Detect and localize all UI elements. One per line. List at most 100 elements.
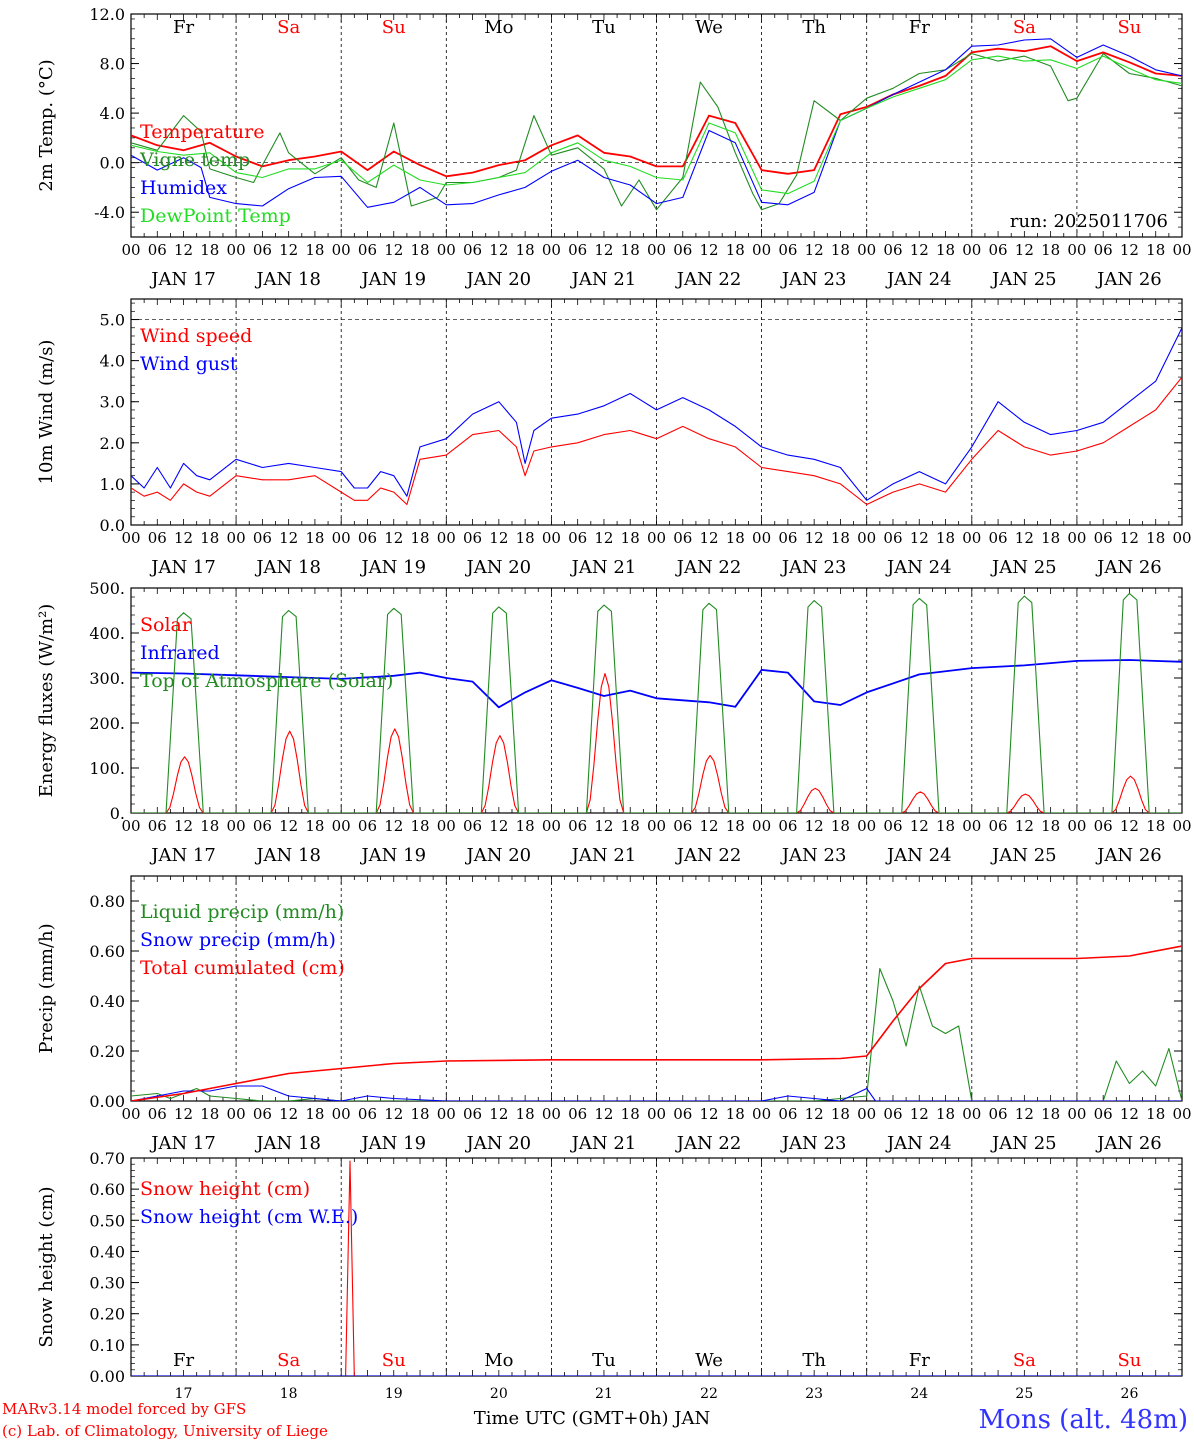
- hour-tick-label: 06: [1094, 817, 1113, 835]
- hour-tick-label: 00: [121, 1105, 140, 1123]
- y-tick-label: 5.0: [100, 311, 125, 330]
- hour-tick-label: 06: [673, 1105, 692, 1123]
- hour-tick-label: 18: [200, 817, 219, 835]
- hour-tick-label: 00: [752, 241, 771, 259]
- hour-tick-label: 06: [568, 241, 587, 259]
- series-group: [131, 38, 1182, 211]
- day-number-label: 18: [280, 1386, 298, 1402]
- day-of-week-label: Fr: [173, 17, 194, 38]
- hour-tick-label: 00: [647, 817, 666, 835]
- y-tick-label: 0.80: [89, 892, 125, 911]
- y-tick-label: 4.0: [100, 352, 125, 371]
- hour-tick-label: 18: [831, 817, 850, 835]
- hour-tick-label: 18: [1041, 241, 1060, 259]
- date-label: JAN 26: [1095, 557, 1162, 578]
- series-line-top-of-atmosphere-solar-: [131, 592, 1182, 813]
- hour-tick-label: 12: [594, 529, 613, 547]
- y-axis-label: Precip (mm/h): [36, 923, 57, 1053]
- legend-entry: Solar: [140, 614, 192, 636]
- day-of-week-label: Su: [382, 1350, 406, 1371]
- hour-tick-label: 18: [410, 529, 429, 547]
- hour-tick-label: 18: [516, 241, 535, 259]
- hour-tick-label: 06: [989, 241, 1008, 259]
- y-axis-label: 10m Wind (m/s): [36, 340, 57, 485]
- hour-tick-label: 06: [1094, 1105, 1113, 1123]
- hour-tick-label: 12: [174, 529, 193, 547]
- hour-tick-label: 00: [962, 241, 981, 259]
- hour-tick-label: 12: [384, 241, 403, 259]
- hour-tick-label: 00: [962, 1105, 981, 1123]
- legend-entry: Humidex: [140, 177, 227, 199]
- hour-tick-label: 06: [358, 529, 377, 547]
- hour-tick-label: 18: [516, 1105, 535, 1123]
- day-of-week-label: We: [695, 17, 723, 38]
- date-label: JAN 26: [1095, 269, 1162, 290]
- date-label: JAN 17: [149, 845, 216, 866]
- hour-tick-label: 12: [910, 1105, 929, 1123]
- hour-tick-label: 00: [227, 529, 246, 547]
- panel-precipitation: 0.00 0.20 0.40 0.60 0.80 Precip (mm/h) 00 06 12 1…: [36, 875, 1192, 1154]
- hour-tick-label: 12: [489, 241, 508, 259]
- day-number-label: 26: [1121, 1386, 1139, 1402]
- day-of-week-label: We: [695, 1350, 723, 1371]
- legend-entry: Snow precip (mm/h): [140, 929, 336, 951]
- date-label: JAN 21: [570, 845, 637, 866]
- hour-tick-label: 06: [989, 529, 1008, 547]
- day-of-week-label: Fr: [909, 1350, 930, 1371]
- hour-tick-label: 00: [437, 241, 456, 259]
- hour-tick-label: 06: [778, 817, 797, 835]
- panel-snow-height: 0.00 0.10 0.20 0.30 0.40 0.50 0.60 0.70 Snow hei…: [36, 1149, 1183, 1402]
- hour-tick-label: 06: [148, 817, 167, 835]
- series-line-total-cumulated-cm-: [131, 945, 1182, 1101]
- date-label: JAN 18: [254, 557, 321, 578]
- hour-tick-label: 06: [673, 241, 692, 259]
- hour-tick-label: 00: [857, 817, 876, 835]
- day-of-week-label: Fr: [909, 17, 930, 38]
- date-label: JAN 23: [780, 1133, 847, 1154]
- day-number-label: 21: [595, 1386, 613, 1402]
- legend-entry: Total cumulated (cm): [140, 957, 345, 979]
- date-label: JAN 21: [570, 1133, 637, 1154]
- legend-entry: DewPoint Temp: [140, 205, 291, 227]
- legend-entry: Liquid precip (mm/h): [140, 901, 344, 923]
- hour-tick-label: 12: [279, 817, 298, 835]
- hour-tick-label: 12: [1120, 241, 1139, 259]
- hour-tick-label: 18: [1146, 817, 1165, 835]
- date-label: JAN 20: [465, 557, 532, 578]
- hour-tick-label: 00: [332, 817, 351, 835]
- day-of-week-label: Sa: [1013, 1350, 1036, 1371]
- hour-tick-label: 18: [726, 1105, 745, 1123]
- hour-tick-label: 12: [489, 817, 508, 835]
- day-of-week-label: Fr: [173, 1350, 194, 1371]
- hour-tick-label: 18: [1146, 241, 1165, 259]
- date-label: JAN 17: [149, 557, 216, 578]
- series-line-infrared: [131, 659, 1182, 709]
- hour-tick-label: 18: [410, 1105, 429, 1123]
- legend-entry: Wind speed: [140, 325, 252, 347]
- hour-tick-label: 06: [358, 817, 377, 835]
- y-tick-label: 3.0: [100, 393, 125, 412]
- day-of-week-label: Su: [1117, 1350, 1141, 1371]
- day-of-week-label: Th: [802, 1350, 826, 1371]
- series-line-liquid-precip-mm-h-: [131, 967, 1182, 1101]
- hour-tick-label: 00: [647, 241, 666, 259]
- date-label: JAN 20: [465, 269, 532, 290]
- date-label: JAN 26: [1095, 1133, 1162, 1154]
- hour-tick-label: 00: [542, 529, 561, 547]
- hour-tick-label: 18: [831, 1105, 850, 1123]
- hour-tick-label: 00: [1067, 1105, 1086, 1123]
- y-tick-label: 0.20: [89, 1305, 125, 1324]
- y-tick-label: -4.0: [94, 203, 125, 222]
- hour-tick-label: 18: [1041, 529, 1060, 547]
- date-label: JAN 22: [675, 557, 742, 578]
- hour-tick-label: 06: [778, 1105, 797, 1123]
- hour-tick-label: 12: [279, 241, 298, 259]
- date-label: JAN 21: [570, 557, 637, 578]
- hour-tick-label: 18: [200, 529, 219, 547]
- hour-tick-label: 12: [384, 1105, 403, 1123]
- hour-tick-label: 12: [384, 529, 403, 547]
- y-tick-label: 200.: [89, 714, 125, 733]
- y-tick-label: 4.0: [100, 104, 125, 123]
- legend-entry: Wind gust: [140, 353, 238, 375]
- hour-tick-label: 06: [568, 529, 587, 547]
